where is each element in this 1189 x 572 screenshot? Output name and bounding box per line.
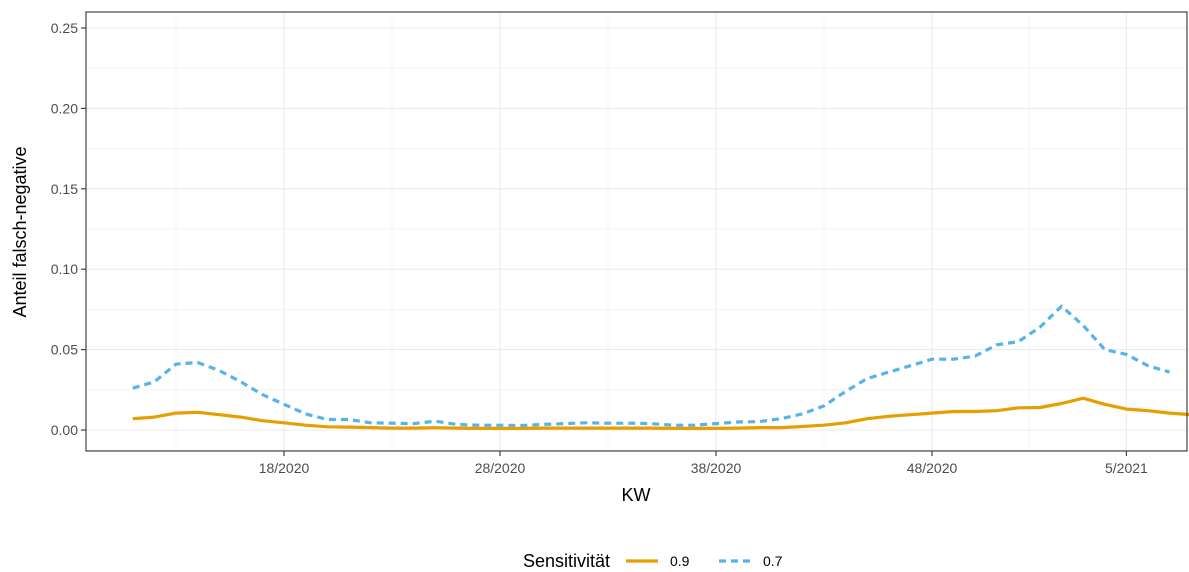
series-lines	[132, 304, 1189, 430]
y-tick-label: 0.25	[51, 20, 78, 36]
plot-panel-border	[85, 11, 1188, 452]
minor-gridlines	[86, 12, 1187, 451]
y-tick-label: 0.05	[51, 342, 78, 358]
legend-label-0.7: 0.7	[763, 553, 783, 569]
y-tick-label: 0.20	[51, 100, 78, 116]
x-tick-label: 38/2020	[691, 460, 742, 476]
legend: Sensitivität 0.9 0.7	[523, 551, 783, 571]
series-line-0.7	[132, 304, 1171, 428]
legend-label-0.9: 0.9	[670, 553, 690, 569]
x-tick-label: 28/2020	[475, 460, 526, 476]
x-tick-label: 5/2021	[1105, 460, 1148, 476]
legend-title: Sensitivität	[523, 551, 610, 571]
y-axis-title: Anteil falsch-negative	[10, 146, 30, 317]
y-axis: 0.00 0.05 0.10 0.15 0.20 0.25	[51, 20, 86, 438]
series-line-0.9	[132, 396, 1189, 430]
y-tick-label: 0.00	[51, 422, 78, 438]
x-axis: 18/2020 28/2020 38/2020 48/2020 5/2021	[259, 451, 1148, 476]
x-tick-label: 18/2020	[259, 460, 310, 476]
x-tick-label: 48/2020	[907, 460, 958, 476]
major-gridlines	[86, 12, 1187, 451]
y-tick-label: 0.15	[51, 181, 78, 197]
y-tick-label: 0.10	[51, 261, 78, 277]
x-axis-title: KW	[622, 485, 651, 505]
